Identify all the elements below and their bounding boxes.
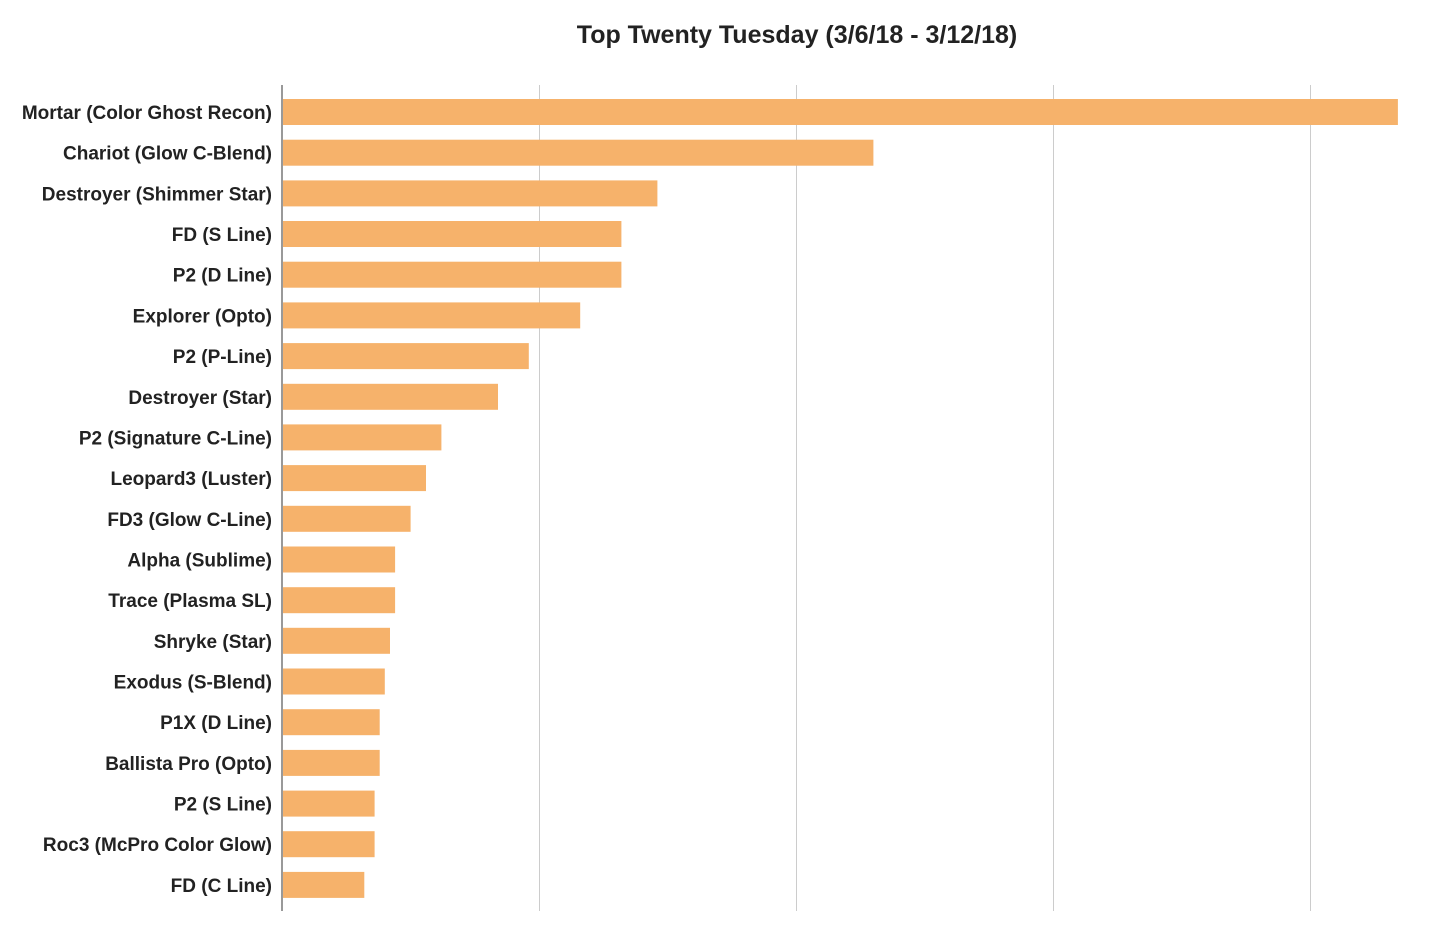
bar (283, 383, 498, 410)
bars (283, 99, 1398, 898)
bar (283, 302, 581, 329)
category-label: P2 (P-Line) (173, 347, 272, 368)
bar (283, 587, 396, 614)
category-label: Explorer (Opto) (133, 306, 272, 327)
bar (283, 221, 622, 247)
category-label: P2 (D Line) (173, 266, 272, 287)
bar (283, 343, 529, 370)
bar (283, 871, 365, 898)
category-label: Mortar (Color Ghost Recon) (22, 103, 272, 124)
category-label: Chariot (Glow C-Blend) (63, 144, 272, 165)
bar (283, 831, 375, 858)
category-label: P1X (D Line) (160, 713, 272, 734)
category-label: Destroyer (Star) (128, 388, 272, 409)
category-label: Destroyer (Shimmer Star) (42, 184, 272, 205)
bar (283, 709, 380, 736)
bar (283, 465, 426, 492)
bar (283, 424, 442, 451)
bar (283, 505, 411, 532)
category-label: Roc3 (McPro Color Glow) (43, 835, 272, 856)
category-label: Leopard3 (Luster) (110, 469, 272, 490)
category-label: P2 (Signature C-Line) (79, 428, 272, 449)
bar (283, 180, 658, 207)
bar (283, 546, 396, 573)
bar (283, 627, 390, 654)
category-label: Ballista Pro (Opto) (105, 754, 272, 775)
category-label: Alpha (Sublime) (127, 551, 272, 572)
category-label: Trace (Plasma SL) (108, 591, 272, 612)
bar (283, 261, 622, 288)
bar (283, 790, 375, 817)
bar (283, 668, 385, 695)
category-label: Exodus (S-Blend) (114, 673, 272, 694)
category-label: FD (S Line) (172, 225, 272, 246)
bar (283, 99, 1398, 125)
chart-title: Top Twenty Tuesday (3/6/18 - 3/12/18) (577, 21, 1017, 49)
category-labels: Mortar (Color Ghost Recon) Chariot (Glow … (22, 103, 272, 897)
category-label: FD3 (Glow C-Line) (107, 510, 272, 531)
category-label: Shryke (Star) (154, 632, 272, 653)
bar (283, 749, 380, 776)
bar (283, 139, 874, 166)
category-label: P2 (S Line) (174, 795, 272, 816)
category-label: FD (C Line) (171, 876, 272, 897)
gridlines (539, 85, 1311, 911)
